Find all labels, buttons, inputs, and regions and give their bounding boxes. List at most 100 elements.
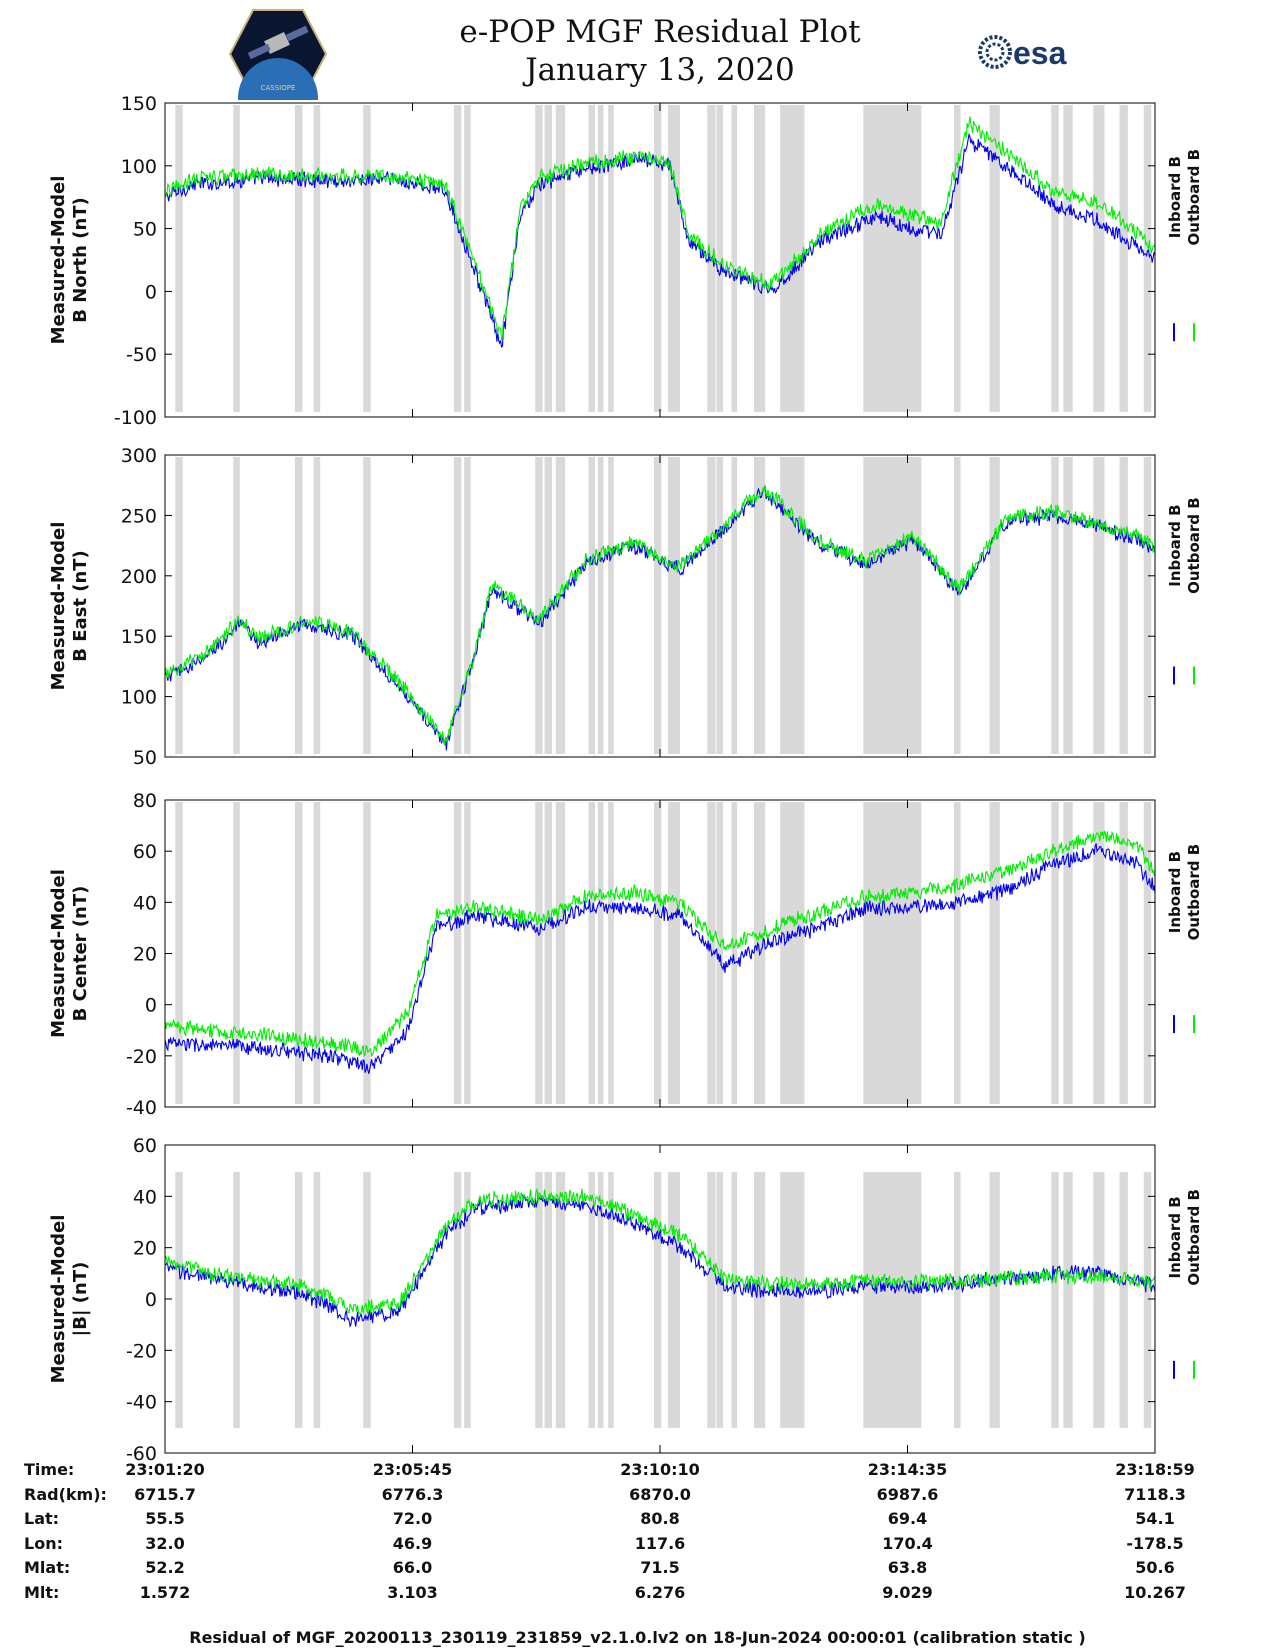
data-gap-band	[653, 105, 662, 412]
data-gap-band	[294, 1172, 303, 1428]
y-tick-label: 40	[133, 1186, 157, 1208]
data-gap-band	[753, 105, 766, 412]
y-tick-label: 50	[133, 219, 157, 241]
legend-outboard-label: Outboard B	[1185, 497, 1203, 594]
data-gap-band	[1119, 1172, 1128, 1428]
data-gap-band	[716, 457, 724, 754]
data-gap-band	[597, 1172, 604, 1428]
cassiope-logo-text: CASSIOPE	[261, 84, 296, 92]
data-gap-band	[233, 802, 240, 1104]
orbit-row: Mlt: 1.572 3.103 6.276 9.029 10.267	[0, 1583, 1275, 1608]
orbit-value: 6776.3	[381, 1484, 444, 1504]
data-gap-band	[544, 105, 553, 412]
data-gap-band	[313, 457, 321, 754]
y-tick-label: 250	[121, 505, 157, 527]
data-gap-band	[731, 802, 738, 1104]
data-gap-band	[707, 1172, 716, 1428]
data-gap-band	[233, 1172, 240, 1428]
data-gap-band	[555, 105, 566, 412]
title-line-1: e-POP MGF Residual Plot	[459, 14, 861, 50]
y-tick-label: -40	[126, 1392, 157, 1414]
data-gap-band	[608, 802, 614, 1104]
data-gap-band	[535, 457, 543, 754]
y-tick-label: 150	[121, 626, 157, 648]
orbit-value: 32.0	[145, 1533, 185, 1553]
outboard-series-line	[164, 485, 1156, 746]
data-gap-band	[667, 1172, 681, 1428]
data-gap-band	[1051, 802, 1059, 1104]
data-gap-band	[555, 1172, 566, 1428]
orbit-value: 6870.0	[629, 1484, 691, 1504]
data-gap-band	[294, 105, 303, 412]
data-gap-band	[588, 802, 596, 1104]
data-gap-band	[1093, 802, 1105, 1104]
data-gap-band	[544, 457, 553, 754]
data-gap-band	[588, 1172, 596, 1428]
data-gap-band	[653, 1172, 662, 1428]
title-line-2: January 13, 2020	[525, 52, 795, 88]
orbit-row-label: Lon:	[24, 1533, 63, 1553]
orbit-row-label: Time:	[24, 1460, 75, 1479]
outboard-series-line	[164, 116, 1156, 340]
data-gap-band	[597, 802, 604, 1104]
data-gap-band	[780, 1172, 805, 1428]
y-tick-label: 100	[121, 156, 157, 178]
data-gap-band	[667, 457, 681, 754]
y-tick-label: 80	[133, 790, 157, 812]
y-tick-label: -50	[126, 344, 157, 366]
orbit-value: 50.6	[1135, 1558, 1175, 1577]
data-gap-band	[1119, 457, 1128, 754]
orbit-value: 170.4	[882, 1533, 933, 1553]
orbit-value: 55.5	[145, 1509, 185, 1528]
orbit-value: 52.2	[145, 1558, 185, 1577]
data-gap-band	[453, 1172, 462, 1428]
orbit-value: 23:05:45	[372, 1460, 453, 1479]
y-tick-label: -20	[126, 1340, 157, 1362]
legend-inboard-label: Inboard B	[1166, 156, 1184, 238]
orbit-row: Rad(km): 6715.7 6776.3 6870.0 6987.6 7118.3	[0, 1485, 1275, 1510]
data-gap-band	[588, 105, 596, 412]
orbit-row: Time: 23:01:20 23:05:45 23:10:10 23:14:35 23:…	[0, 1460, 1275, 1485]
data-gap-band	[175, 802, 183, 1104]
data-gap-band	[555, 802, 566, 1104]
data-gap-band	[313, 802, 321, 1104]
data-gap-band	[1143, 1172, 1152, 1428]
y-tick-label: 20	[133, 1238, 157, 1260]
y-axis-label: Measured-Model	[48, 522, 69, 691]
data-gap-band	[1143, 457, 1152, 754]
data-gap-band	[863, 105, 922, 412]
orbit-value: 3.103	[387, 1582, 438, 1602]
data-gap-band	[1063, 802, 1073, 1104]
data-gap-band	[597, 457, 604, 754]
data-gap-band	[731, 105, 738, 412]
y-axis-label: Measured-Model	[48, 1215, 69, 1384]
data-gap-band	[588, 457, 596, 754]
y-tick-label: 100	[121, 687, 157, 709]
data-gap-band	[464, 457, 471, 754]
data-gap-band	[313, 105, 321, 412]
data-gap-band	[780, 457, 805, 754]
y-axis-label: Measured-Model	[48, 176, 69, 345]
orbit-row-label: Rad(km):	[24, 1484, 107, 1504]
data-gap-band	[653, 802, 662, 1104]
y-axis-label: B East (nT)	[70, 550, 91, 662]
orbit-value: 23:10:10	[620, 1460, 700, 1479]
data-gap-band	[863, 802, 922, 1104]
data-gap-band	[989, 105, 1000, 412]
y-tick-label: 40	[133, 892, 157, 914]
data-gap-band	[1063, 457, 1073, 754]
orbit-row: Mlat: 52.2 66.0 71.5 63.8 50.6	[0, 1558, 1275, 1583]
data-gap-band	[1051, 105, 1059, 412]
data-gap-band	[535, 1172, 543, 1428]
orbit-value: -178.5	[1126, 1533, 1184, 1553]
data-gap-band	[453, 457, 462, 754]
orbit-value: 1.572	[139, 1582, 191, 1602]
y-tick-label: 60	[133, 841, 157, 863]
data-gap-band	[1119, 802, 1128, 1104]
orbit-value: 23:14:35	[867, 1460, 948, 1479]
orbit-value: 23:18:59	[1115, 1460, 1195, 1479]
legend-outboard-label: Outboard B	[1185, 149, 1203, 246]
y-tick-label: 150	[121, 93, 157, 115]
orbit-row-label: Lat:	[24, 1509, 60, 1528]
data-gap-band	[731, 1172, 738, 1428]
